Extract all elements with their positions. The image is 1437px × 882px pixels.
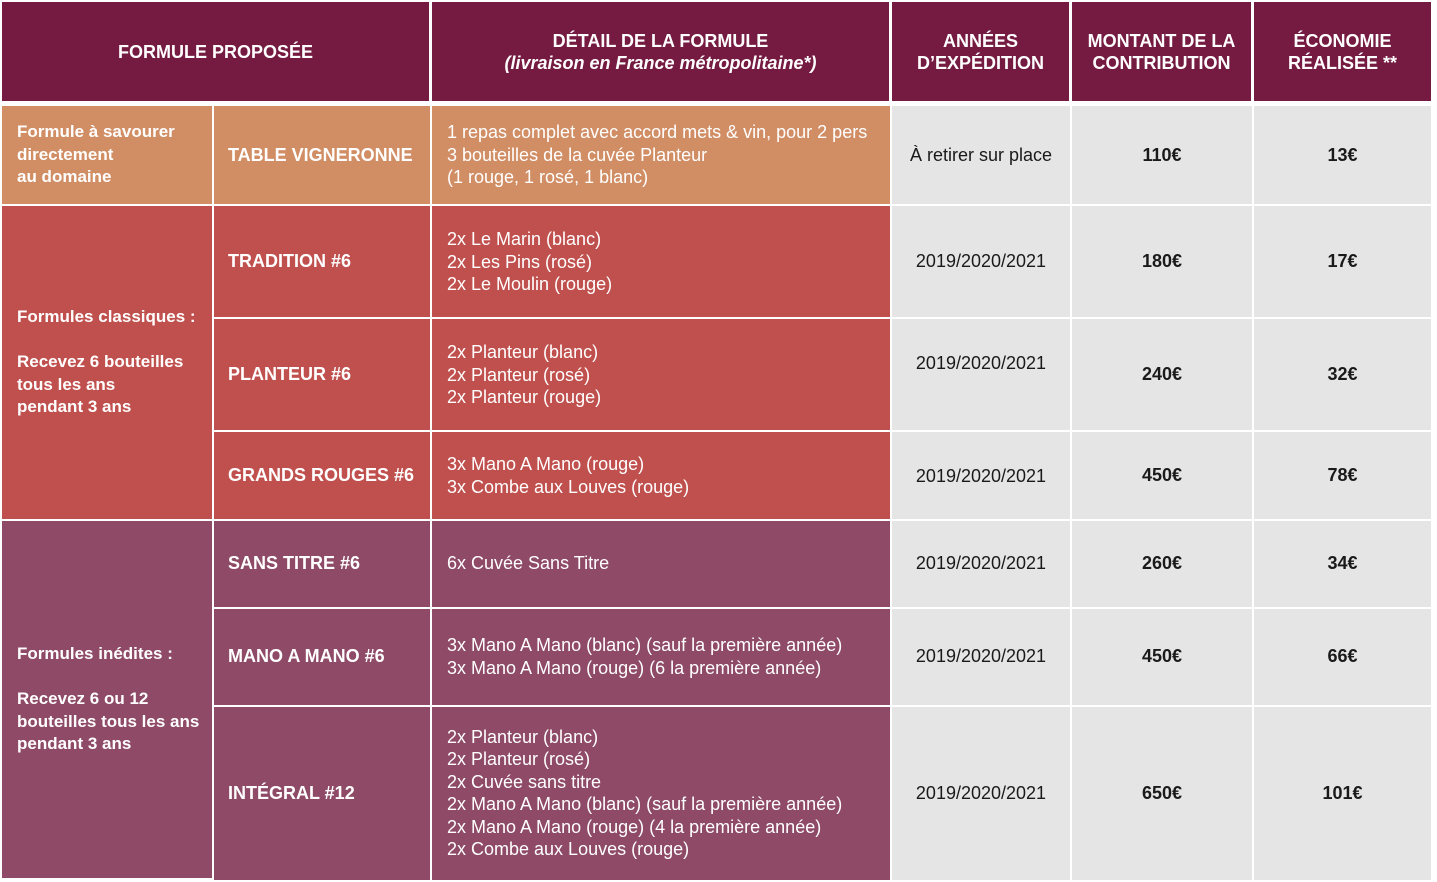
formula-detail: 2x Le Marin (blanc) 2x Les Pins (rosé) 2…	[432, 206, 892, 320]
header-formula-detail: DÉTAIL DE LA FORMULE (livraison en Franc…	[432, 2, 892, 102]
header-detail-subtitle: (livraison en France métropolitaine*)	[504, 52, 817, 73]
shipping-years: 2019/2020/2021	[892, 432, 1072, 521]
savings-value: 34€	[1254, 520, 1431, 609]
formula-detail: 3x Mano A Mano (blanc) (sauf la première…	[432, 608, 892, 707]
formula-detail: 2x Planteur (blanc) 2x Planteur (rosé) 2…	[432, 706, 892, 880]
savings-value: 66€	[1254, 608, 1431, 707]
header-shipping-years: ANNÉES D’EXPÉDITION	[892, 2, 1072, 102]
table-row: INTÉGRAL #12 2x Planteur (blanc) 2x Plan…	[2, 706, 1431, 880]
shipping-years: 2019/2020/2021	[892, 706, 1072, 880]
contribution-amount: 110€	[1072, 106, 1254, 207]
formula-detail: 1 repas complet avec accord mets & vin, …	[432, 106, 892, 207]
header-savings: ÉCONOMIE RÉALISÉE **	[1254, 2, 1431, 102]
table-row: MANO A MANO #6 3x Mano A Mano (blanc) (s…	[2, 608, 1431, 707]
shipping-years: 2019/2020/2021	[892, 608, 1072, 707]
savings-value: 101€	[1254, 706, 1431, 880]
savings-value: 78€	[1254, 432, 1431, 521]
formula-name: SANS TITRE #6	[214, 520, 432, 609]
shipping-years: À retirer sur place	[892, 106, 1072, 207]
table-row: Formules inédites : Recevez 6 ou 12 bout…	[2, 520, 1431, 880]
formula-name: MANO A MANO #6	[214, 608, 432, 707]
table-row: PLANTEUR #6 2x Planteur (blanc) 2x Plant…	[2, 319, 1431, 433]
shipping-years: 2019/2020/2021	[892, 319, 1072, 433]
group-new-label: Formules inédites : Recevez 6 ou 12 bout…	[2, 520, 214, 880]
header-spacer	[2, 101, 1431, 107]
header-contribution-amount: MONTANT DE LA CONTRIBUTION	[1072, 2, 1254, 102]
shipping-years: 2019/2020/2021	[892, 520, 1072, 609]
table-row: Formules classiques : Recevez 6 bouteill…	[2, 206, 1431, 521]
contribution-amount: 450€	[1072, 608, 1254, 707]
header-row: FORMULE PROPOSÉE DÉTAIL DE LA FORMULE (l…	[2, 2, 1431, 102]
formula-name: TRADITION #6	[214, 206, 432, 320]
contribution-amount: 240€	[1072, 319, 1254, 433]
formula-name: PLANTEUR #6	[214, 319, 432, 433]
formula-detail: 2x Planteur (blanc) 2x Planteur (rosé) 2…	[432, 319, 892, 433]
formula-name: GRANDS ROUGES #6	[214, 432, 432, 521]
savings-value: 13€	[1254, 106, 1431, 207]
shipping-years: 2019/2020/2021	[892, 206, 1072, 320]
formula-detail: 6x Cuvée Sans Titre	[432, 520, 892, 609]
contribution-amount: 260€	[1072, 520, 1254, 609]
formula-name: TABLE VIGNERONNE	[214, 106, 432, 207]
header-formula-offered: FORMULE PROPOSÉE	[2, 2, 432, 102]
group-classic-label: Formules classiques : Recevez 6 bouteill…	[2, 206, 214, 521]
contribution-amount: 450€	[1072, 432, 1254, 521]
formula-name: INTÉGRAL #12	[214, 706, 432, 880]
savings-value: 32€	[1254, 319, 1431, 433]
formula-detail: 3x Mano A Mano (rouge) 3x Combe aux Louv…	[432, 432, 892, 521]
table-row: Formule à savourer directement au domain…	[2, 106, 1431, 207]
savings-value: 17€	[1254, 206, 1431, 320]
group-domain-label: Formule à savourer directement au domain…	[2, 106, 214, 207]
table-row: GRANDS ROUGES #6 3x Mano A Mano (rouge) …	[2, 432, 1431, 521]
contribution-amount: 180€	[1072, 206, 1254, 320]
contribution-amount: 650€	[1072, 706, 1254, 880]
header-detail-title: DÉTAIL DE LA FORMULE	[552, 30, 769, 51]
